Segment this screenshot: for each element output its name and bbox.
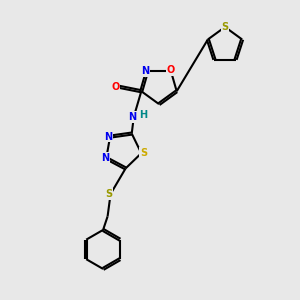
Text: H: H <box>139 110 148 120</box>
Text: N: N <box>101 153 109 163</box>
Text: N: N <box>104 132 112 142</box>
Text: O: O <box>111 82 119 92</box>
Text: O: O <box>167 65 175 75</box>
Text: N: N <box>142 66 150 76</box>
Text: S: S <box>140 148 147 158</box>
Text: S: S <box>106 189 113 199</box>
Text: S: S <box>221 22 229 32</box>
Text: N: N <box>128 112 136 122</box>
